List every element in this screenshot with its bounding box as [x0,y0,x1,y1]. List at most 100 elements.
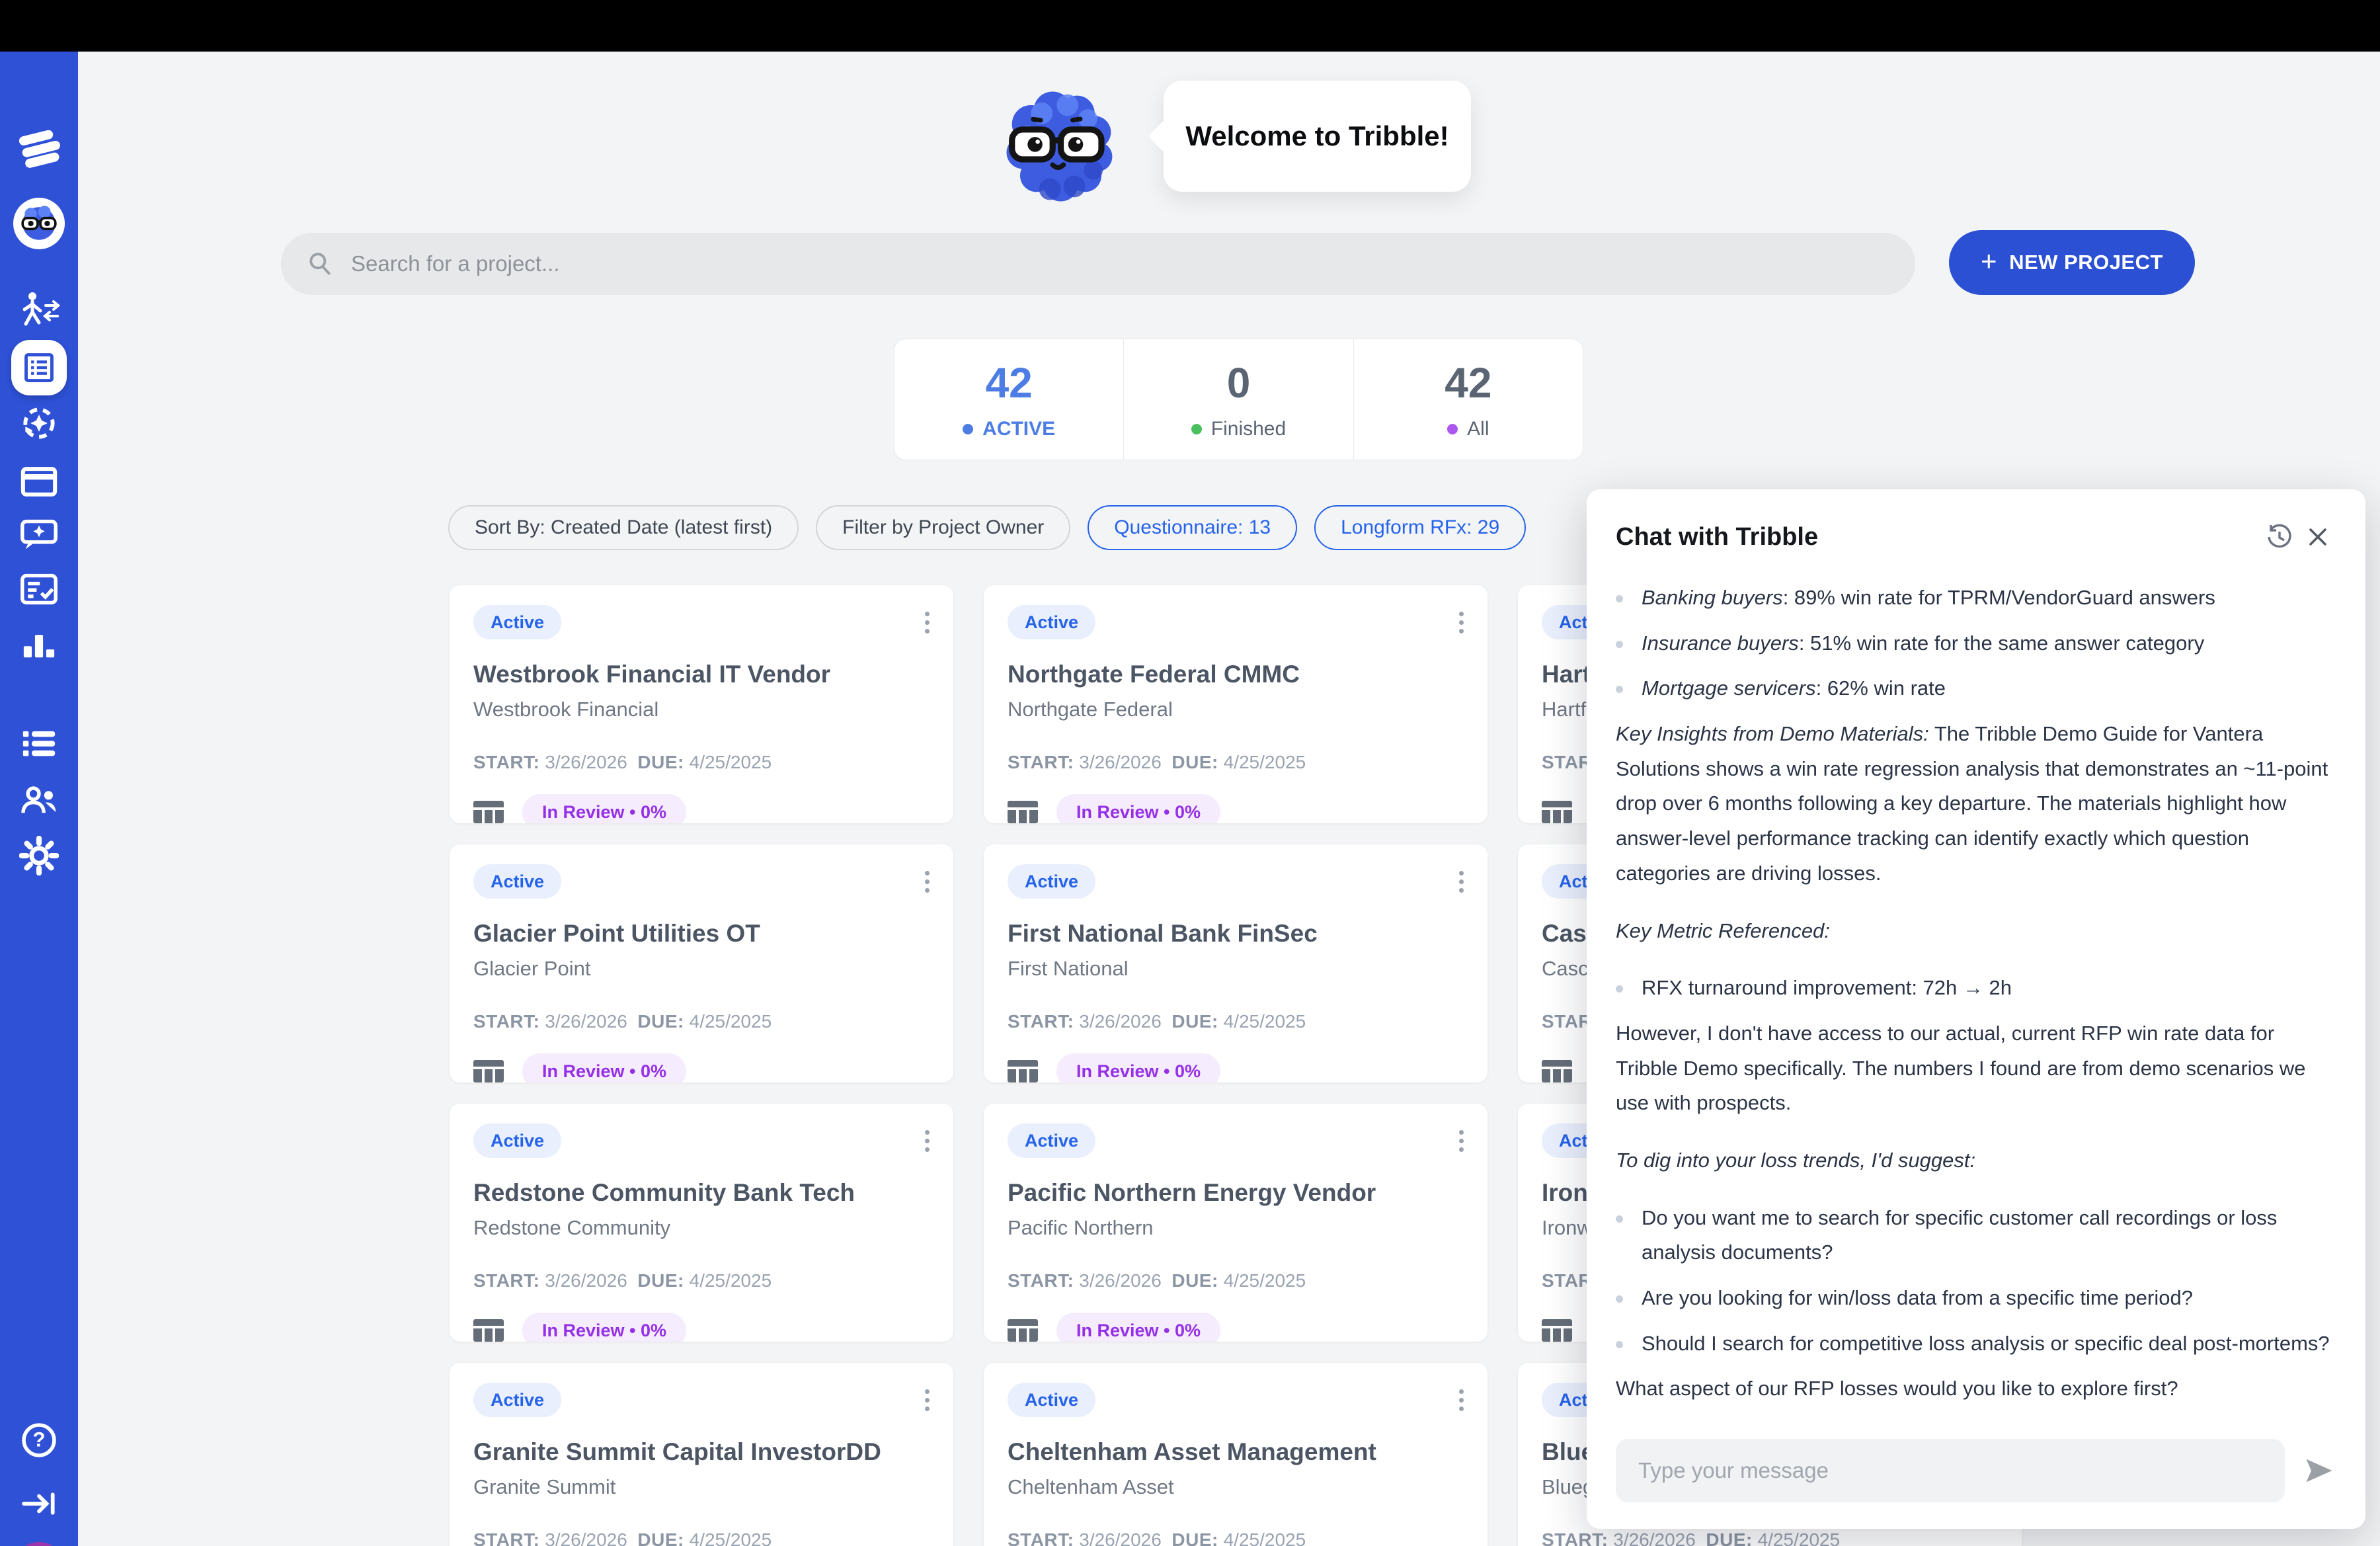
card-menu-button[interactable] [921,608,933,637]
project-card[interactable]: Active Pacific Northern Energy Vendor Pa… [984,1104,1488,1342]
project-client: First National [1008,957,1129,980]
card-menu-button[interactable] [1455,608,1468,637]
chat-bullet: RFX turnaround improvement: 72h → 2h [1616,971,2335,1006]
all-dot-icon [1447,424,1458,434]
project-card[interactable]: Active First National Bank FinSec First … [984,844,1488,1082]
project-title: Northgate Federal CMMC [1008,661,1300,688]
sidebar-item-agents[interactable] [0,284,78,335]
bar-chart-icon [23,635,55,658]
project-dates: START: 3/26/2026 DUE: 4/25/2025 [473,1270,772,1291]
sidebar-item-library[interactable] [0,717,78,770]
project-title: Granite Summit Capital InvestorDD [473,1438,881,1465]
card-menu-button[interactable] [1455,1126,1468,1156]
project-client: Redstone Community [473,1216,671,1239]
sidebar-item-chat[interactable] [0,509,78,561]
new-project-button[interactable]: + NEW PROJECT [1949,230,2195,295]
project-card[interactable]: Active Westbrook Financial IT Vendor Wes… [450,585,953,823]
chat-input[interactable] [1616,1439,2285,1502]
table-icon [473,1060,504,1082]
card-menu-button[interactable] [1455,867,1468,897]
chat-footer [1587,1432,2365,1529]
project-client: Westbrook Financial [473,698,659,721]
sidebar-item-logo[interactable] [0,118,78,177]
sidebar-item-calendar[interactable] [0,454,78,507]
card-menu-button[interactable] [1455,1385,1468,1415]
chat-sparkle-icon [20,519,58,549]
people-icon [21,786,56,813]
search-icon [309,253,331,276]
search-input[interactable] [351,251,1890,276]
status-badge: Active [473,1123,562,1158]
project-client: Hartf [1542,698,1587,721]
owner-filter-chip[interactable]: Filter by Project Owner [816,505,1071,550]
project-client: Blueg [1542,1475,1595,1498]
chat-history-button[interactable] [2260,517,2299,557]
project-title: Pacific Northern Energy Vendor [1008,1179,1376,1206]
project-title: Glacier Point Utilities OT [473,920,760,947]
help-icon: ? [22,1423,56,1457]
sidebar-item-team[interactable] [0,774,78,827]
longform-chip[interactable]: Longform RFx: 29 [1314,505,1527,550]
bullet-dot-icon [1616,640,1623,648]
stat-finished[interactable]: 0 Finished [1123,339,1353,460]
chat-close-button[interactable] [2299,518,2336,555]
chat-message: Banking buyers: 89% win rate for TPRM/Ve… [1587,570,2365,1432]
tribble-mascot [993,78,1129,217]
project-card[interactable]: Active Cheltenham Asset Management Chelt… [984,1363,1488,1546]
project-dates: START: 3/26/2026 DUE: 4/25/2025 [473,1529,772,1546]
table-icon [1008,801,1038,823]
sidebar-item-help[interactable]: ? [0,1414,78,1467]
card-menu-button[interactable] [921,867,933,897]
sidebar-item-projects[interactable] [0,337,78,398]
user-avatar: TK [14,1542,64,1546]
sidebar-item-settings[interactable] [0,829,78,882]
send-icon[interactable] [2302,1453,2336,1488]
sidebar-item-analytics[interactable] [0,619,78,672]
questionnaire-chip[interactable]: Questionnaire: 13 [1088,505,1298,550]
project-card[interactable]: Active Glacier Point Utilities OT Glacie… [450,844,953,1082]
project-title: First National Bank FinSec [1008,920,1318,947]
chat-header: Chat with Tribble [1587,489,2365,570]
welcome-text: Welcome to Tribble! [1185,120,1449,151]
table-icon [1542,801,1572,823]
sidebar-item-sync[interactable] [0,397,78,450]
list-icon [22,731,56,756]
status-badge: Active [1008,605,1096,639]
svg-text:?: ? [32,1428,45,1451]
sidebar-item-assistant[interactable] [0,196,78,251]
sidebar-item-review[interactable] [0,563,78,615]
sidebar-item-signout[interactable] [0,1479,78,1529]
project-card[interactable]: Active Granite Summit Capital InvestorDD… [450,1363,953,1546]
chat-bullet: Should I search for competitive loss ana… [1616,1326,2335,1362]
project-client: Casc [1542,957,1589,980]
active-dot-icon [963,424,974,434]
assistant-avatar-icon [13,198,65,249]
status-badge: Active [473,605,562,639]
close-icon [2309,528,2326,546]
sidebar-item-user[interactable]: TK [0,1541,78,1546]
card-menu-button[interactable] [921,1126,933,1156]
chat-title: Chat with Tribble [1616,522,1819,551]
chat-panel: Chat with Tribble Banking buyers: 89% wi… [1587,489,2365,1529]
history-icon [2268,524,2291,548]
status-badge: Active [1008,1383,1096,1417]
project-dates: START: 3/26/2026 DUE: 4/25/2025 [473,1011,772,1032]
stat-all[interactable]: 42 All [1353,339,1583,460]
stat-active[interactable]: 42 ACTIVE [894,339,1123,460]
welcome-bubble: Welcome to Tribble! [1164,81,1471,192]
calendar-icon [20,467,58,497]
projects-icon [24,353,54,382]
project-dates: START: 3/26/2026 DUE: 4/25/2025 [1008,1529,1306,1546]
card-menu-button[interactable] [921,1385,933,1415]
top-black-bar [0,0,2380,52]
sort-chip[interactable]: Sort By: Created Date (latest first) [448,505,799,550]
chat-bullet: Are you looking for win/loss data from a… [1616,1281,2335,1316]
gear-icon [19,836,59,875]
bullet-dot-icon [1616,686,1623,694]
project-title: Cheltenham Asset Management [1008,1438,1376,1465]
table-icon [1542,1319,1572,1342]
project-card[interactable]: Active Northgate Federal CMMC Northgate … [984,585,1488,823]
project-card[interactable]: Active Redstone Community Bank Tech Reds… [450,1104,953,1342]
plus-icon: + [1981,245,1998,276]
project-client: Granite Summit [473,1475,616,1498]
